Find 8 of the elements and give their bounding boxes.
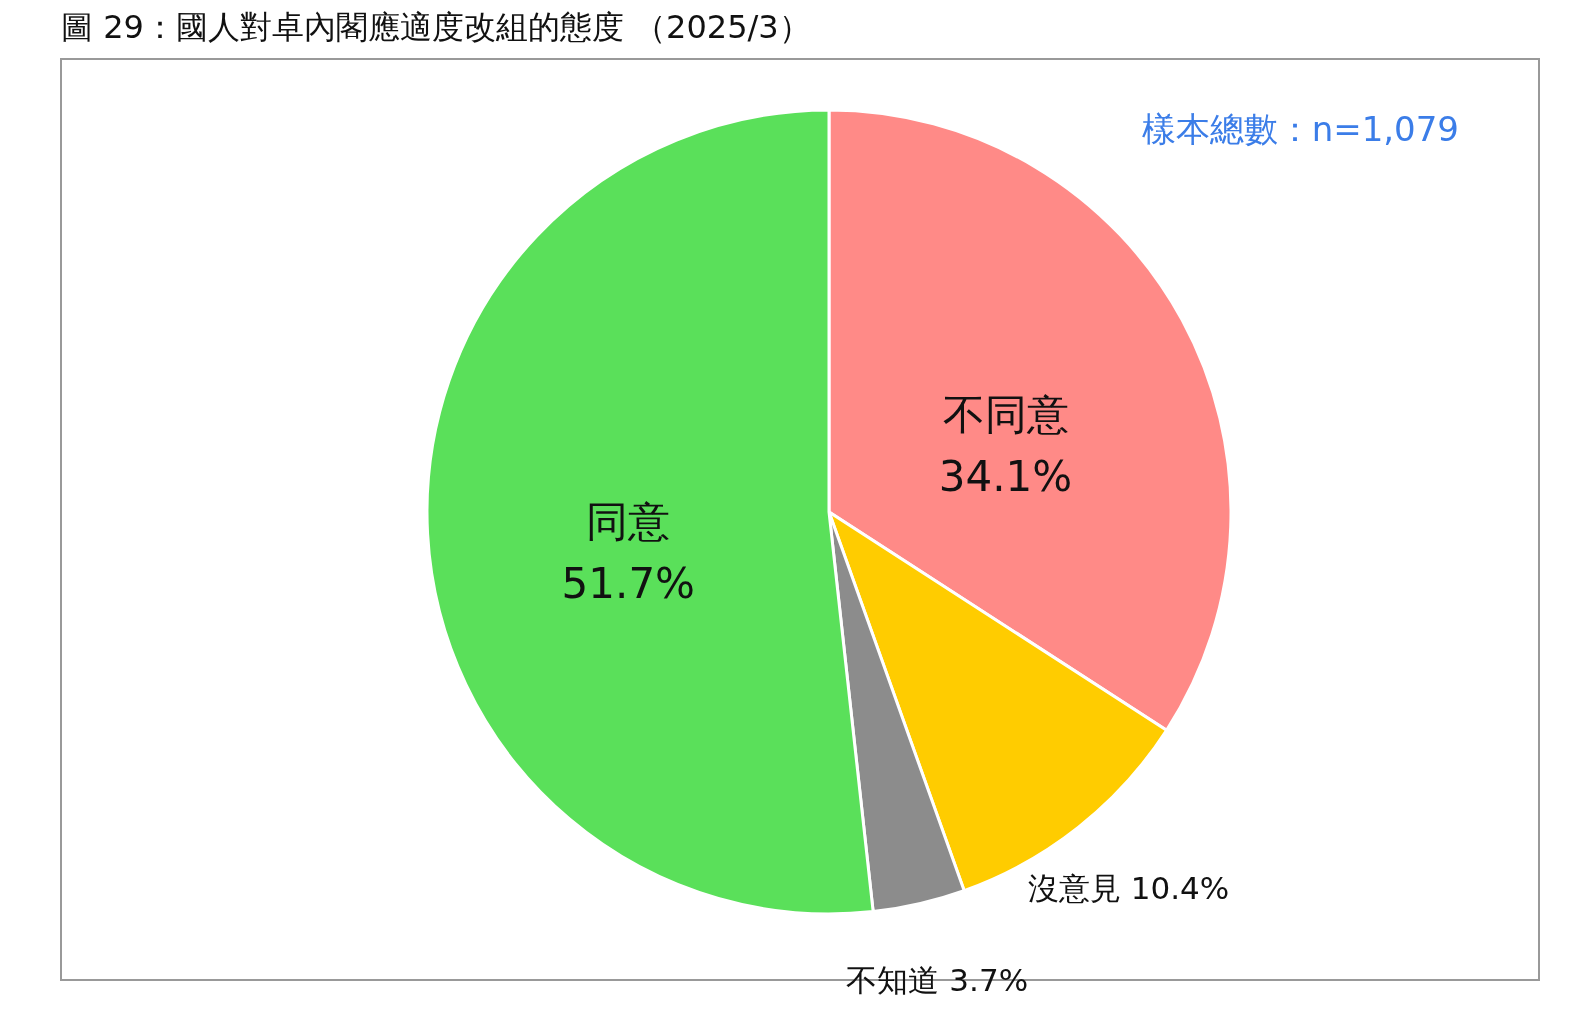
- chart-title: 圖 29：國人對卓內閣應適度改組的態度 （2025/3）: [61, 8, 811, 46]
- slice-label: 沒意見 10.4%: [1027, 870, 1230, 907]
- slice-label: 不知道 3.7%: [846, 962, 1029, 999]
- slice-label: 同意: [586, 497, 671, 547]
- slice-label: 不同意: [942, 389, 1069, 439]
- data-label: 34.1%: [938, 451, 1073, 501]
- text: 樣本總數：n=1,079: [1141, 109, 1459, 149]
- data-label: 51.7%: [561, 559, 696, 609]
